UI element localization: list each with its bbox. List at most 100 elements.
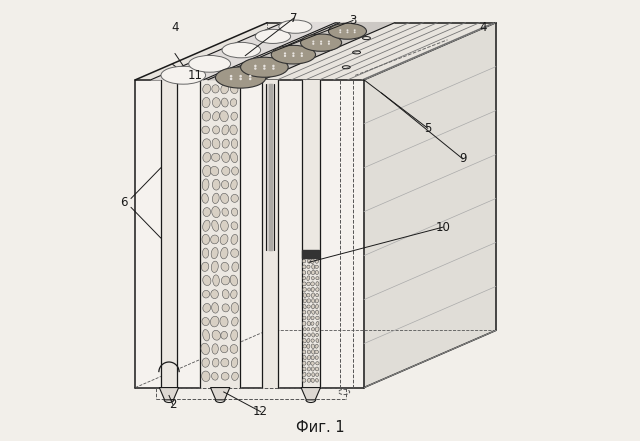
- Circle shape: [346, 29, 348, 31]
- Circle shape: [301, 52, 303, 55]
- Ellipse shape: [307, 316, 310, 320]
- Ellipse shape: [316, 367, 319, 371]
- Ellipse shape: [312, 310, 314, 314]
- Ellipse shape: [202, 179, 209, 191]
- Ellipse shape: [230, 290, 237, 299]
- Ellipse shape: [310, 282, 314, 286]
- Polygon shape: [159, 388, 179, 400]
- Ellipse shape: [221, 220, 228, 231]
- Text: 5: 5: [424, 122, 431, 135]
- Ellipse shape: [312, 373, 315, 377]
- Circle shape: [263, 67, 266, 70]
- Ellipse shape: [202, 194, 209, 203]
- Text: 10: 10: [436, 220, 451, 234]
- Circle shape: [339, 29, 341, 31]
- Ellipse shape: [231, 179, 237, 190]
- Circle shape: [301, 55, 303, 57]
- Ellipse shape: [221, 98, 228, 107]
- Ellipse shape: [231, 249, 239, 258]
- Ellipse shape: [316, 327, 319, 332]
- Ellipse shape: [221, 262, 229, 271]
- Circle shape: [312, 43, 314, 45]
- Ellipse shape: [230, 84, 238, 93]
- Ellipse shape: [189, 56, 230, 72]
- Ellipse shape: [303, 333, 307, 336]
- Circle shape: [284, 52, 286, 55]
- Polygon shape: [136, 22, 496, 80]
- Polygon shape: [301, 388, 321, 400]
- Ellipse shape: [315, 356, 318, 359]
- Ellipse shape: [315, 265, 319, 269]
- Text: 7: 7: [290, 12, 298, 25]
- Ellipse shape: [316, 259, 319, 263]
- Ellipse shape: [232, 167, 239, 175]
- Circle shape: [354, 29, 356, 31]
- Ellipse shape: [302, 378, 306, 382]
- Ellipse shape: [307, 328, 310, 331]
- Polygon shape: [364, 22, 496, 388]
- Circle shape: [320, 41, 322, 43]
- Ellipse shape: [212, 344, 218, 354]
- Ellipse shape: [307, 305, 310, 308]
- Ellipse shape: [230, 275, 237, 286]
- Ellipse shape: [279, 20, 312, 33]
- Ellipse shape: [221, 167, 230, 176]
- Ellipse shape: [212, 330, 221, 340]
- Ellipse shape: [222, 125, 229, 135]
- Ellipse shape: [311, 322, 314, 325]
- Ellipse shape: [211, 166, 219, 176]
- Ellipse shape: [310, 259, 314, 263]
- Text: 3: 3: [349, 14, 356, 27]
- Ellipse shape: [315, 350, 319, 354]
- Text: 6: 6: [120, 196, 128, 209]
- Circle shape: [263, 65, 266, 67]
- Circle shape: [328, 41, 330, 43]
- Polygon shape: [266, 84, 274, 250]
- Ellipse shape: [221, 193, 228, 203]
- Ellipse shape: [255, 30, 291, 44]
- Ellipse shape: [316, 316, 319, 320]
- Ellipse shape: [311, 287, 314, 292]
- Ellipse shape: [216, 67, 266, 88]
- Ellipse shape: [203, 165, 211, 177]
- Ellipse shape: [303, 350, 306, 354]
- Polygon shape: [262, 80, 278, 388]
- Ellipse shape: [303, 299, 307, 303]
- Ellipse shape: [307, 344, 310, 348]
- Ellipse shape: [307, 271, 310, 274]
- Ellipse shape: [221, 345, 228, 353]
- Ellipse shape: [316, 288, 319, 292]
- Ellipse shape: [202, 112, 211, 121]
- Ellipse shape: [307, 299, 310, 303]
- Ellipse shape: [203, 329, 209, 341]
- Ellipse shape: [211, 261, 218, 273]
- Circle shape: [328, 43, 330, 45]
- Ellipse shape: [212, 220, 219, 231]
- Ellipse shape: [312, 328, 315, 331]
- Ellipse shape: [211, 153, 220, 161]
- Ellipse shape: [316, 305, 319, 309]
- Ellipse shape: [221, 331, 227, 339]
- Ellipse shape: [307, 355, 310, 360]
- Ellipse shape: [231, 222, 238, 230]
- Ellipse shape: [303, 316, 306, 320]
- Ellipse shape: [303, 265, 306, 269]
- Circle shape: [320, 43, 322, 45]
- Ellipse shape: [307, 373, 310, 377]
- Ellipse shape: [316, 294, 319, 297]
- Ellipse shape: [202, 262, 209, 271]
- Ellipse shape: [211, 316, 219, 327]
- Ellipse shape: [303, 361, 306, 365]
- Ellipse shape: [212, 358, 219, 367]
- Ellipse shape: [316, 299, 319, 303]
- Ellipse shape: [308, 288, 310, 291]
- Ellipse shape: [231, 194, 239, 202]
- Ellipse shape: [307, 339, 310, 343]
- Ellipse shape: [202, 126, 209, 134]
- Ellipse shape: [311, 361, 314, 365]
- Ellipse shape: [212, 85, 219, 93]
- Ellipse shape: [241, 57, 288, 77]
- Ellipse shape: [222, 290, 229, 299]
- Ellipse shape: [303, 344, 307, 348]
- Ellipse shape: [303, 338, 307, 343]
